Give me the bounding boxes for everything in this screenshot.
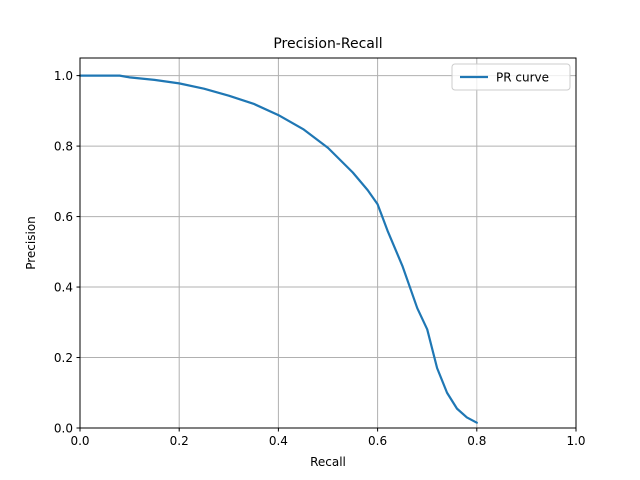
legend-box bbox=[451, 63, 571, 91]
y-tick-label: 1.0 bbox=[54, 69, 73, 83]
y-tick-label: 0.6 bbox=[54, 210, 73, 224]
y-tick-label: 0.4 bbox=[54, 281, 73, 295]
x-tick-label: 0.4 bbox=[269, 434, 288, 448]
x-tick-label: 1.0 bbox=[566, 434, 585, 448]
x-axis-label: Recall bbox=[310, 455, 346, 469]
x-tick-label: 0.0 bbox=[70, 434, 89, 448]
grid-lines bbox=[79, 58, 577, 429]
pr-curve-line bbox=[78, 74, 478, 424]
x-tick-label: 0.6 bbox=[368, 434, 387, 448]
ticks: 0.0 0.2 0.4 0.6 0.8 1.0 0.0 0.2 0.4 0.6 0.8 1.0 bbox=[54, 69, 586, 448]
y-tick-label: 0.0 bbox=[54, 422, 73, 436]
x-tick-label: 0.8 bbox=[467, 434, 486, 448]
chart-title: Precision-Recall bbox=[273, 36, 382, 52]
axes-frame bbox=[79, 57, 577, 429]
y-axis-label: Precision bbox=[24, 216, 38, 270]
legend-label: PR curve bbox=[496, 71, 549, 85]
legend: PR curve bbox=[451, 63, 571, 91]
y-tick-label: 0.8 bbox=[54, 140, 73, 154]
y-tick-label: 0.2 bbox=[54, 351, 73, 365]
plot-area bbox=[78, 74, 478, 424]
x-tick-label: 0.2 bbox=[170, 434, 189, 448]
